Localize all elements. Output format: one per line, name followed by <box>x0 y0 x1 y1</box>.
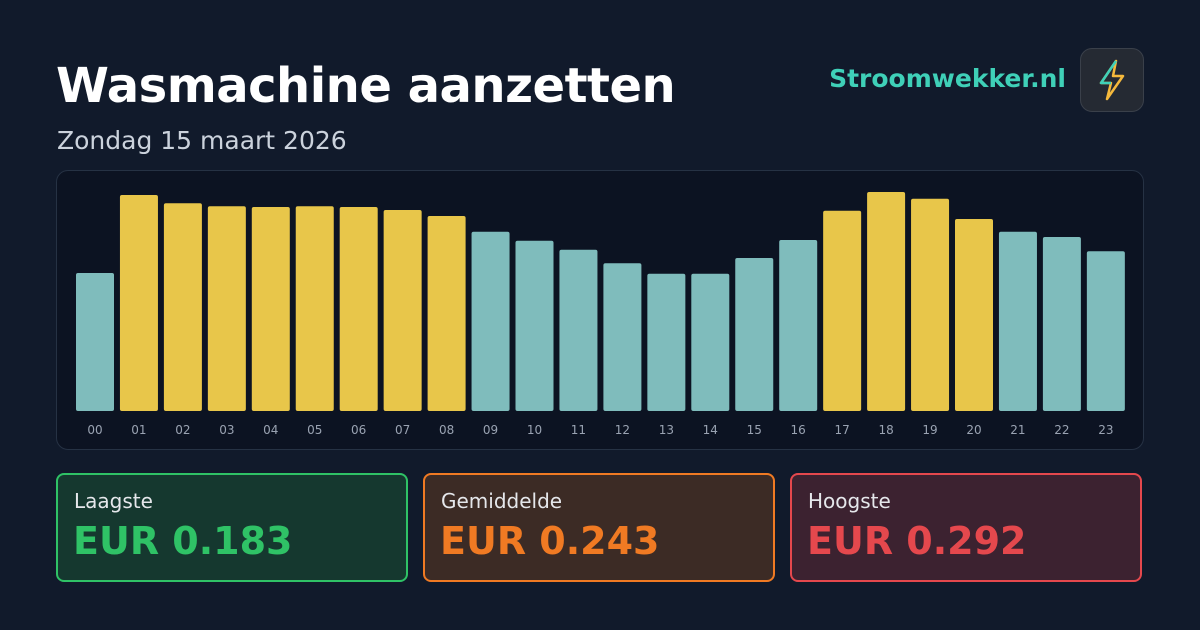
bar <box>559 249 598 411</box>
bar <box>998 231 1037 411</box>
bar <box>1042 237 1081 411</box>
stat-card: Gemiddelde EUR 0.243 <box>423 473 775 582</box>
stat-card: Hoogste EUR 0.292 <box>790 473 1142 582</box>
bar <box>691 273 730 411</box>
bar <box>823 210 862 411</box>
bar <box>295 206 334 411</box>
x-tick-label: 11 <box>571 423 586 437</box>
bar <box>76 273 114 411</box>
brand-icon <box>1080 48 1144 112</box>
x-tick-label: 14 <box>703 423 718 437</box>
x-tick-label: 17 <box>835 423 850 437</box>
x-tick-label: 13 <box>659 423 674 437</box>
x-tick-label: 19 <box>922 423 937 437</box>
x-tick-label: 21 <box>1010 423 1025 437</box>
x-tick-label: 22 <box>1054 423 1069 437</box>
x-tick-label: 05 <box>307 423 322 437</box>
bar <box>867 192 906 411</box>
subtitle: Zondag 15 maart 2026 <box>57 126 347 155</box>
x-tick-label: 15 <box>747 423 762 437</box>
bar <box>471 231 510 411</box>
bar <box>647 273 686 411</box>
x-tick-label: 23 <box>1098 423 1113 437</box>
bar <box>339 207 378 411</box>
x-tick-label: 08 <box>439 423 454 437</box>
x-tick-label: 07 <box>395 423 410 437</box>
bar <box>735 258 774 411</box>
stat-value: EUR 0.183 <box>73 519 293 563</box>
stat-card: Laagste EUR 0.183 <box>56 473 408 582</box>
stat-label: Laagste <box>74 489 153 513</box>
title: Wasmachine aanzetten <box>56 58 676 114</box>
x-tick-label: 01 <box>131 423 146 437</box>
x-tick-label: 03 <box>219 423 234 437</box>
bar <box>163 203 202 411</box>
x-tick-label: 12 <box>615 423 630 437</box>
x-tick-label: 10 <box>527 423 542 437</box>
x-tick-label: 18 <box>878 423 893 437</box>
x-tick-label: 09 <box>483 423 498 437</box>
bar <box>427 216 466 411</box>
bar <box>911 198 950 411</box>
bar <box>779 240 818 411</box>
bar <box>251 207 290 411</box>
x-tick-label: 02 <box>175 423 190 437</box>
bar <box>515 240 554 411</box>
stat-label: Hoogste <box>808 489 891 513</box>
bolt <box>1099 59 1125 101</box>
bar <box>383 210 422 411</box>
chart: 00 01 02 03 04 05 06 07 08 09 10 11 12 13 14 15 16 17 18 19… <box>76 192 1125 437</box>
bar <box>603 263 642 411</box>
brand: Stroomwekker.nl <box>829 64 1066 93</box>
stat-value: EUR 0.243 <box>440 519 660 563</box>
stat-label: Gemiddelde <box>441 489 563 513</box>
bar <box>1086 251 1125 411</box>
x-tick-label: 16 <box>791 423 806 437</box>
bar <box>207 206 246 411</box>
x-tick-label: 00 <box>87 423 102 437</box>
bar <box>955 219 993 411</box>
stat-value: EUR 0.292 <box>807 519 1027 563</box>
x-tick-label: 20 <box>966 423 981 437</box>
x-tick-label: 04 <box>263 423 278 437</box>
x-tick-label: 06 <box>351 423 366 437</box>
bar <box>119 195 158 411</box>
